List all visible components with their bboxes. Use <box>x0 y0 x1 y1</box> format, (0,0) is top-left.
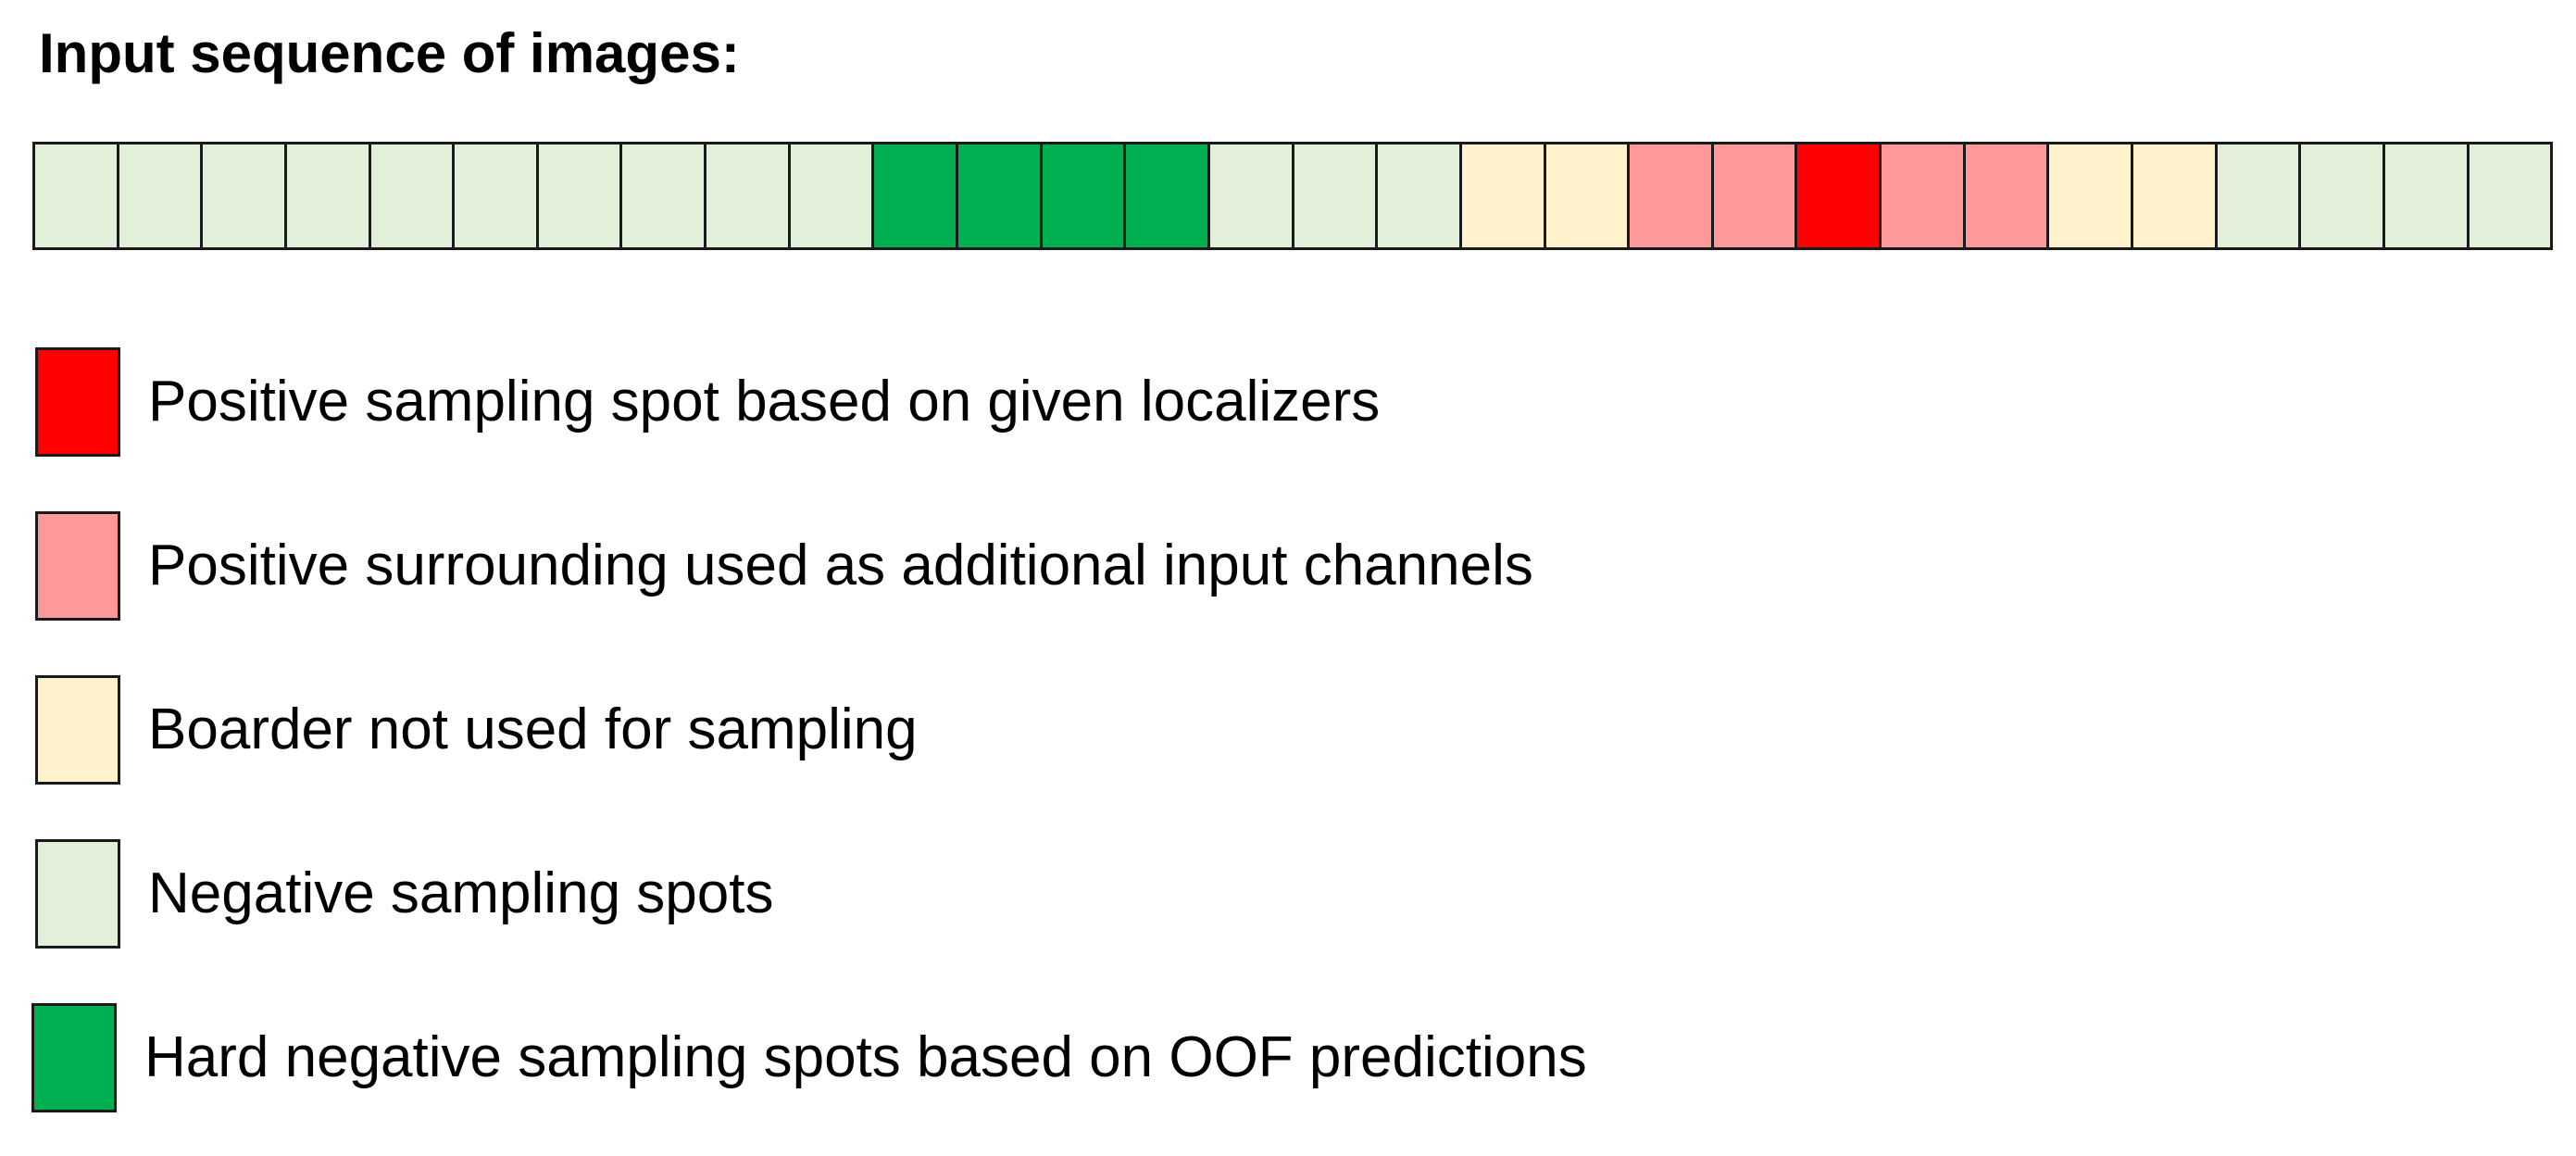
sequence-cell-negative <box>368 142 456 250</box>
sequence-cell-border <box>1543 142 1631 250</box>
legend-item-hard-negative: Hard negative sampling spots based on OO… <box>31 1002 1587 1113</box>
sequence-cell-hard-negative <box>871 142 959 250</box>
legend-item-positive: Positive sampling spot based on given lo… <box>35 346 1380 458</box>
sequence-cell-hard-negative <box>1039 142 1127 250</box>
legend-item-border: Boarder not used for sampling <box>35 674 918 785</box>
sequence-cell-negative <box>2298 142 2385 250</box>
sequence-cell-border <box>1458 142 1546 250</box>
sequence-cell-negative <box>1207 142 1294 250</box>
sequence-cell-border <box>2046 142 2134 250</box>
legend-label-negative: Negative sampling spots <box>148 861 774 925</box>
sequence-cell-negative <box>32 142 119 250</box>
sequence-cell-negative <box>2382 142 2470 250</box>
sequence-cell-negative <box>116 142 204 250</box>
legend-swatch-border <box>35 675 120 785</box>
sequence-cell-negative <box>200 142 287 250</box>
sequence-cell-border <box>2131 142 2218 250</box>
legend-swatch-negative <box>35 839 120 949</box>
legend-swatch-positive-surrounding <box>35 511 120 621</box>
sequence-cell-negative <box>787 142 875 250</box>
legend-swatch-positive <box>35 347 120 457</box>
sequence-cell-positive-surrounding <box>1962 142 2050 250</box>
sequence-cell-negative <box>2214 142 2302 250</box>
diagram-title: Input sequence of images: <box>39 22 740 84</box>
legend-swatch-hard-negative <box>31 1003 117 1112</box>
image-sequence-strip <box>32 142 2554 250</box>
sequence-cell-negative <box>619 142 707 250</box>
legend-item-negative: Negative sampling spots <box>35 838 773 949</box>
legend-item-positive-surrounding: Positive surrounding used as additional … <box>35 510 1533 622</box>
sequence-cell-positive-surrounding <box>1627 142 1714 250</box>
sequence-cell-negative <box>1291 142 1379 250</box>
legend-label-positive: Positive sampling spot based on given lo… <box>148 370 1381 434</box>
sequence-cell-hard-negative <box>1123 142 1210 250</box>
sequence-cell-positive-surrounding <box>1879 142 1966 250</box>
sequence-cell-hard-negative <box>956 142 1043 250</box>
legend-label-positive-surrounding: Positive surrounding used as additional … <box>148 534 1533 597</box>
legend-label-border: Boarder not used for sampling <box>148 697 918 761</box>
sequence-cell-negative <box>704 142 791 250</box>
legend-label-hard-negative: Hard negative sampling spots based on OO… <box>144 1025 1587 1089</box>
sequence-cell-negative <box>283 142 371 250</box>
sequence-cell-negative <box>2466 142 2554 250</box>
sequence-cell-positive-surrounding <box>1710 142 1798 250</box>
sequence-cell-negative <box>535 142 623 250</box>
sequence-cell-negative <box>452 142 539 250</box>
sequence-cell-positive <box>1794 142 1882 250</box>
sequence-cell-negative <box>1375 142 1462 250</box>
